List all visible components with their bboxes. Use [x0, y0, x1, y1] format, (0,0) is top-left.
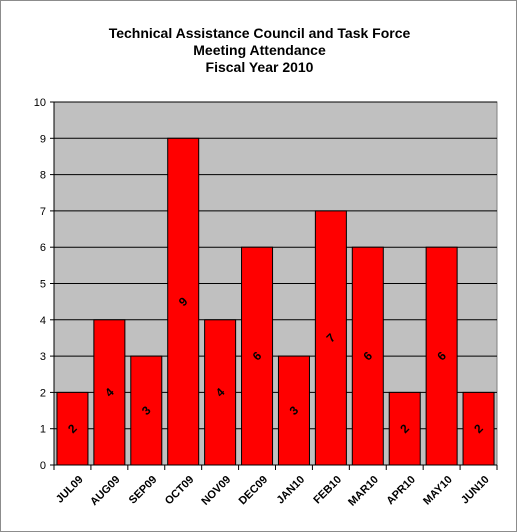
- chart-title: Technical Assistance Council and Task Fo…: [1, 25, 517, 76]
- x-tick-label: MAY10: [421, 474, 455, 508]
- y-tick-label: 2: [40, 387, 46, 399]
- chart-title-line-1: Technical Assistance Council and Task Fo…: [108, 25, 411, 41]
- y-tick-label: 9: [40, 133, 46, 145]
- y-tick-label: 4: [40, 315, 46, 327]
- bar-jun10: [462, 391, 495, 466]
- y-tick-label: 6: [40, 242, 46, 254]
- bar-may10: [425, 246, 458, 466]
- bar-nov09: [204, 319, 237, 466]
- x-tick-label: APR10: [384, 474, 418, 508]
- y-tick-label: 0: [40, 460, 46, 472]
- x-tick-label: AUG09: [88, 474, 122, 508]
- bar-aug09: [93, 319, 126, 466]
- x-tick-label: DEC09: [237, 474, 271, 508]
- chart-title-line-3: Fiscal Year 2010: [205, 59, 314, 75]
- bar-jan10: [277, 355, 310, 466]
- x-tick-label: JAN10: [274, 474, 307, 507]
- y-tick-label: 5: [40, 279, 46, 291]
- x-tick-label: MAR10: [346, 474, 381, 509]
- bar-dec09: [241, 246, 274, 466]
- bar-mar10: [351, 246, 384, 466]
- y-tick-label: 8: [40, 170, 46, 182]
- bar-oct09: [167, 137, 200, 466]
- bar-apr10: [388, 391, 421, 466]
- chart-title-line-2: Meeting Attendance: [193, 42, 326, 58]
- x-tick-label: FEB10: [311, 474, 344, 507]
- x-tick-label: JUL09: [54, 474, 86, 506]
- bar-feb10: [314, 210, 347, 466]
- y-tick-label: 7: [40, 206, 46, 218]
- x-tick-label: SEP09: [127, 474, 160, 507]
- bar-sep09: [130, 355, 163, 466]
- x-tick-label: JUN10: [459, 474, 492, 507]
- y-tick-label: 1: [40, 424, 46, 436]
- y-tick-label: 10: [34, 97, 46, 109]
- y-tick-label: 3: [40, 351, 46, 363]
- x-tick-label: OCT09: [163, 474, 197, 508]
- bar-jul09: [56, 391, 89, 466]
- x-tick-label: NOV09: [199, 474, 233, 508]
